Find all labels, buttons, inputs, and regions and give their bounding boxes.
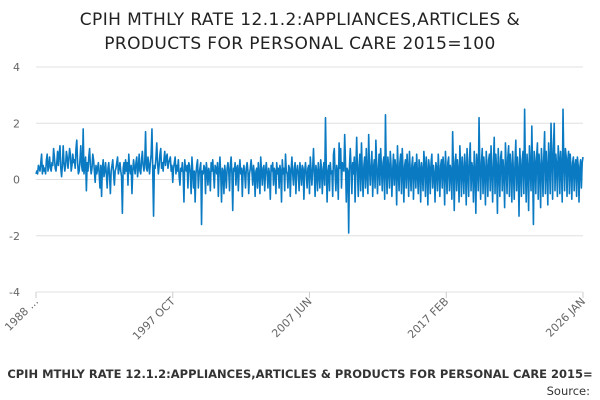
y-tick-label: 0 — [13, 174, 20, 187]
footer-series-label: CPIH MTHLY RATE 12.1.2:APPLIANCES,ARTICL… — [7, 367, 593, 381]
footer-source-label: Source: — [546, 384, 590, 398]
y-tick-label: -2 — [9, 230, 20, 243]
chart-title-line-1: CPIH MTHLY RATE 12.1.2:APPLIANCES,ARTICL… — [79, 10, 521, 30]
chart-title-line-2: PRODUCTS FOR PERSONAL CARE 2015=100 — [104, 34, 496, 54]
y-tick-label: 2 — [13, 117, 20, 130]
x-tick-label: 2026 JAN — [543, 295, 588, 340]
chart-title: CPIH MTHLY RATE 12.1.2:APPLIANCES,ARTICL… — [0, 8, 600, 56]
x-tick-label: 2017 FEB — [405, 295, 451, 341]
x-tick-label: 1997 OCT — [130, 295, 178, 343]
y-tick-label: -4 — [9, 286, 20, 299]
series-line — [35, 108, 584, 234]
x-tick-label: 2007 JUN — [269, 295, 314, 340]
x-tick-label: 1988 ... — [2, 295, 41, 334]
y-tick-label: 4 — [13, 61, 20, 74]
